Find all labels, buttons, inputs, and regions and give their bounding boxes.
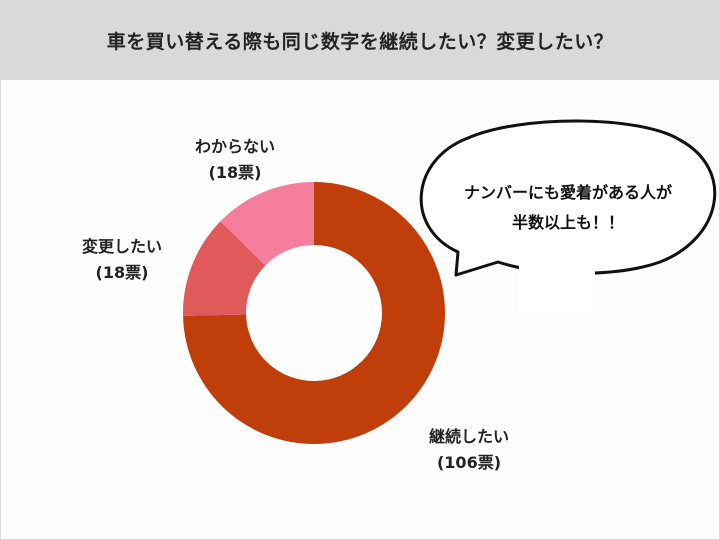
slice-label-unknown-name: わからない: [194, 137, 275, 156]
donut-slice-2: [220, 182, 314, 266]
title-bar: 車を買い替える際も同じ数字を継続したい？変更したい？: [0, 0, 720, 80]
chart-title: 車を買い替える際も同じ数字を継続したい？変更したい？: [106, 30, 614, 53]
donut-slice-1: [183, 221, 266, 316]
callout-line-2: 半数以上も！！: [511, 213, 624, 232]
donut-slice-0: [183, 182, 446, 444]
speech-bubble-shape: [419, 119, 717, 277]
slice-label-continue: 継続したい (106票): [419, 424, 519, 476]
speech-bubble: [419, 119, 717, 277]
callout-text: ナンバーにも愛着がある人が 半数以上も！！: [418, 178, 718, 238]
slice-label-unknown-value: (18票): [208, 163, 262, 182]
slice-label-change: 変更したい (18票): [72, 234, 172, 286]
slice-label-continue-value: (106票): [436, 453, 502, 472]
callout-line-1: ナンバーにも愛着がある人が: [463, 183, 672, 202]
slice-label-continue-name: 継続したい: [428, 427, 509, 446]
donut-slices: [183, 182, 446, 444]
blank-patch: [519, 266, 595, 316]
slice-label-unknown: わからない (18票): [185, 134, 285, 186]
slice-label-change-name: 変更したい: [81, 237, 162, 256]
slice-label-change-value: (18票): [95, 263, 149, 282]
